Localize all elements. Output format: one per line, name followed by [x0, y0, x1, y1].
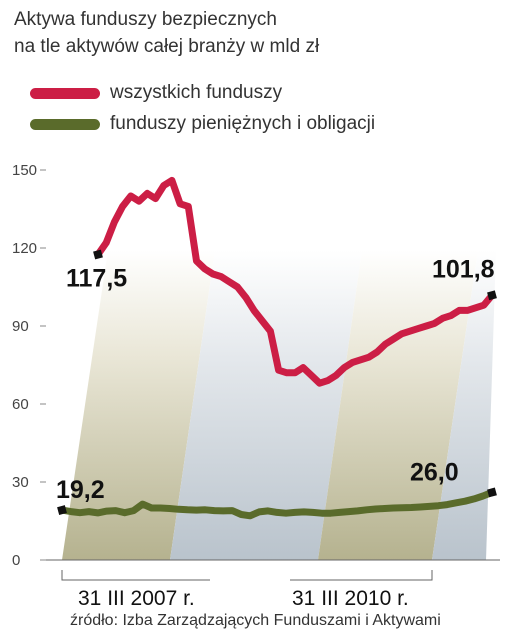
data-label-end-all-funds: 101,8 — [432, 255, 495, 283]
series-line-all-funds — [94, 176, 496, 387]
end-marker-money-bond-funds — [487, 487, 497, 498]
y-tick-label: 90 — [12, 318, 29, 335]
legend-swatch-all-funds — [30, 87, 100, 99]
legend-item-all-funds: wszystkich funduszy — [30, 80, 282, 106]
legend-swatch-money-bond-funds — [30, 118, 100, 130]
x-bracket-2010 — [290, 570, 433, 581]
background-band-2007 — [62, 250, 215, 560]
start-marker-money-bond-funds — [57, 505, 67, 515]
y-tick-label: 120 — [12, 240, 37, 257]
source-note: źródło: Izba Zarządzających Funduszami i… — [70, 612, 441, 629]
y-tick-label: 30 — [12, 474, 29, 491]
x-label-2007: 31 III 2007 r. — [78, 587, 195, 610]
chart-title: Aktywa funduszy bezpiecznych na tle akty… — [14, 6, 319, 60]
chart-subtitle: na tle aktywów całej branży w mld zł — [14, 36, 320, 57]
y-tick-label: 60 — [12, 396, 29, 413]
chart-title-line1: Aktywa funduszy bezpiecznych — [14, 9, 277, 30]
data-label-start-all-funds: 117,5 — [66, 265, 127, 293]
legend-label-money-bond-funds: funduszy pieniężnych i obligacji — [110, 113, 376, 134]
legend-label-all-funds: wszystkich funduszy — [110, 82, 283, 103]
data-label-end-money-bond-funds: 26,0 — [410, 458, 459, 486]
end-marker-all-funds — [487, 290, 497, 301]
background-band-2010 — [318, 250, 478, 560]
y-tick-label: 150 — [12, 162, 37, 179]
x-bracket-2007 — [61, 570, 210, 581]
data-label-start-money-bond-funds: 19,2 — [56, 476, 105, 504]
series-line-money-bond-funds — [58, 488, 496, 520]
start-marker-all-funds — [93, 249, 103, 260]
legend-item-money-bond-funds: funduszy pieniężnych i obligacji — [30, 111, 375, 137]
y-tick-label: 0 — [12, 552, 20, 569]
background-band-2011 — [432, 250, 496, 560]
background-band-2008-2009 — [170, 250, 362, 560]
x-label-2010: 31 III 2010 r. — [292, 587, 409, 610]
